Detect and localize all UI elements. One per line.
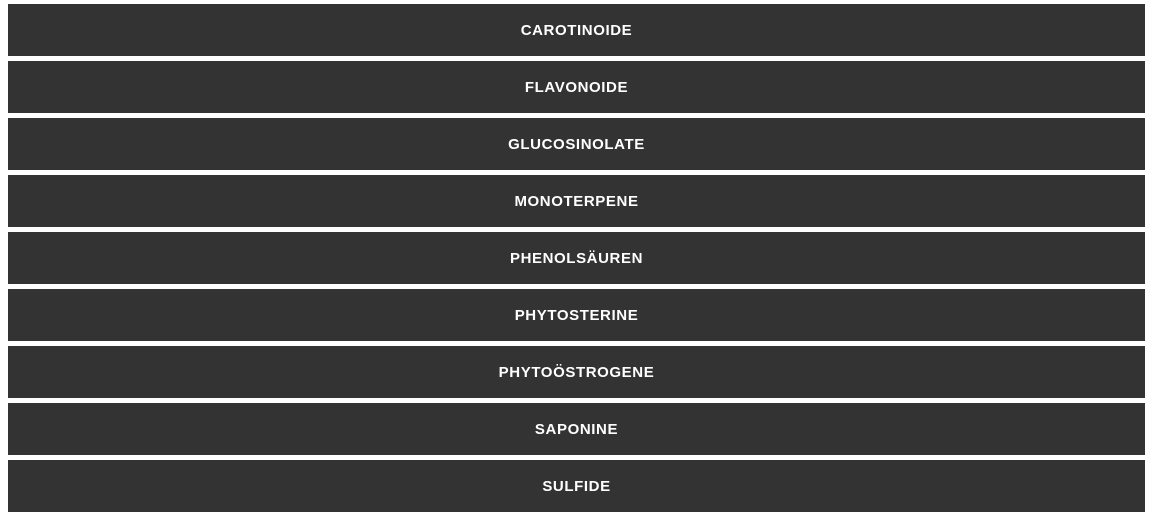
- accordion-item-sulfide[interactable]: SULFIDE: [8, 460, 1145, 512]
- accordion-item-carotinoide[interactable]: CAROTINOIDE: [8, 4, 1145, 56]
- accordion-item-label: PHYTOÖSTROGENE: [498, 363, 655, 381]
- accordion-item-label: PHENOLSÄUREN: [509, 249, 644, 267]
- accordion-item-phytosterine[interactable]: PHYTOSTERINE: [8, 289, 1145, 341]
- accordion-item-phenolsaeuren[interactable]: PHENOLSÄUREN: [8, 232, 1145, 284]
- accordion-item-label: FLAVONOIDE: [524, 78, 629, 96]
- accordion-item-label: MONOTERPENE: [514, 192, 639, 210]
- accordion-item-label: PHYTOSTERINE: [514, 306, 639, 324]
- phytochemicals-accordion: CAROTINOIDE FLAVONOIDE GLUCOSINOLATE MON…: [8, 4, 1145, 512]
- accordion-item-saponine[interactable]: SAPONINE: [8, 403, 1145, 455]
- accordion-item-label: CAROTINOIDE: [520, 21, 633, 39]
- accordion-item-label: GLUCOSINOLATE: [508, 135, 645, 153]
- accordion-item-glucosinolate[interactable]: GLUCOSINOLATE: [8, 118, 1145, 170]
- accordion-item-label: SULFIDE: [542, 477, 611, 495]
- accordion-item-phytooestrogene[interactable]: PHYTOÖSTROGENE: [8, 346, 1145, 398]
- accordion-item-monoterpene[interactable]: MONOTERPENE: [8, 175, 1145, 227]
- accordion-item-label: SAPONINE: [534, 420, 619, 438]
- accordion-item-flavonoide[interactable]: FLAVONOIDE: [8, 61, 1145, 113]
